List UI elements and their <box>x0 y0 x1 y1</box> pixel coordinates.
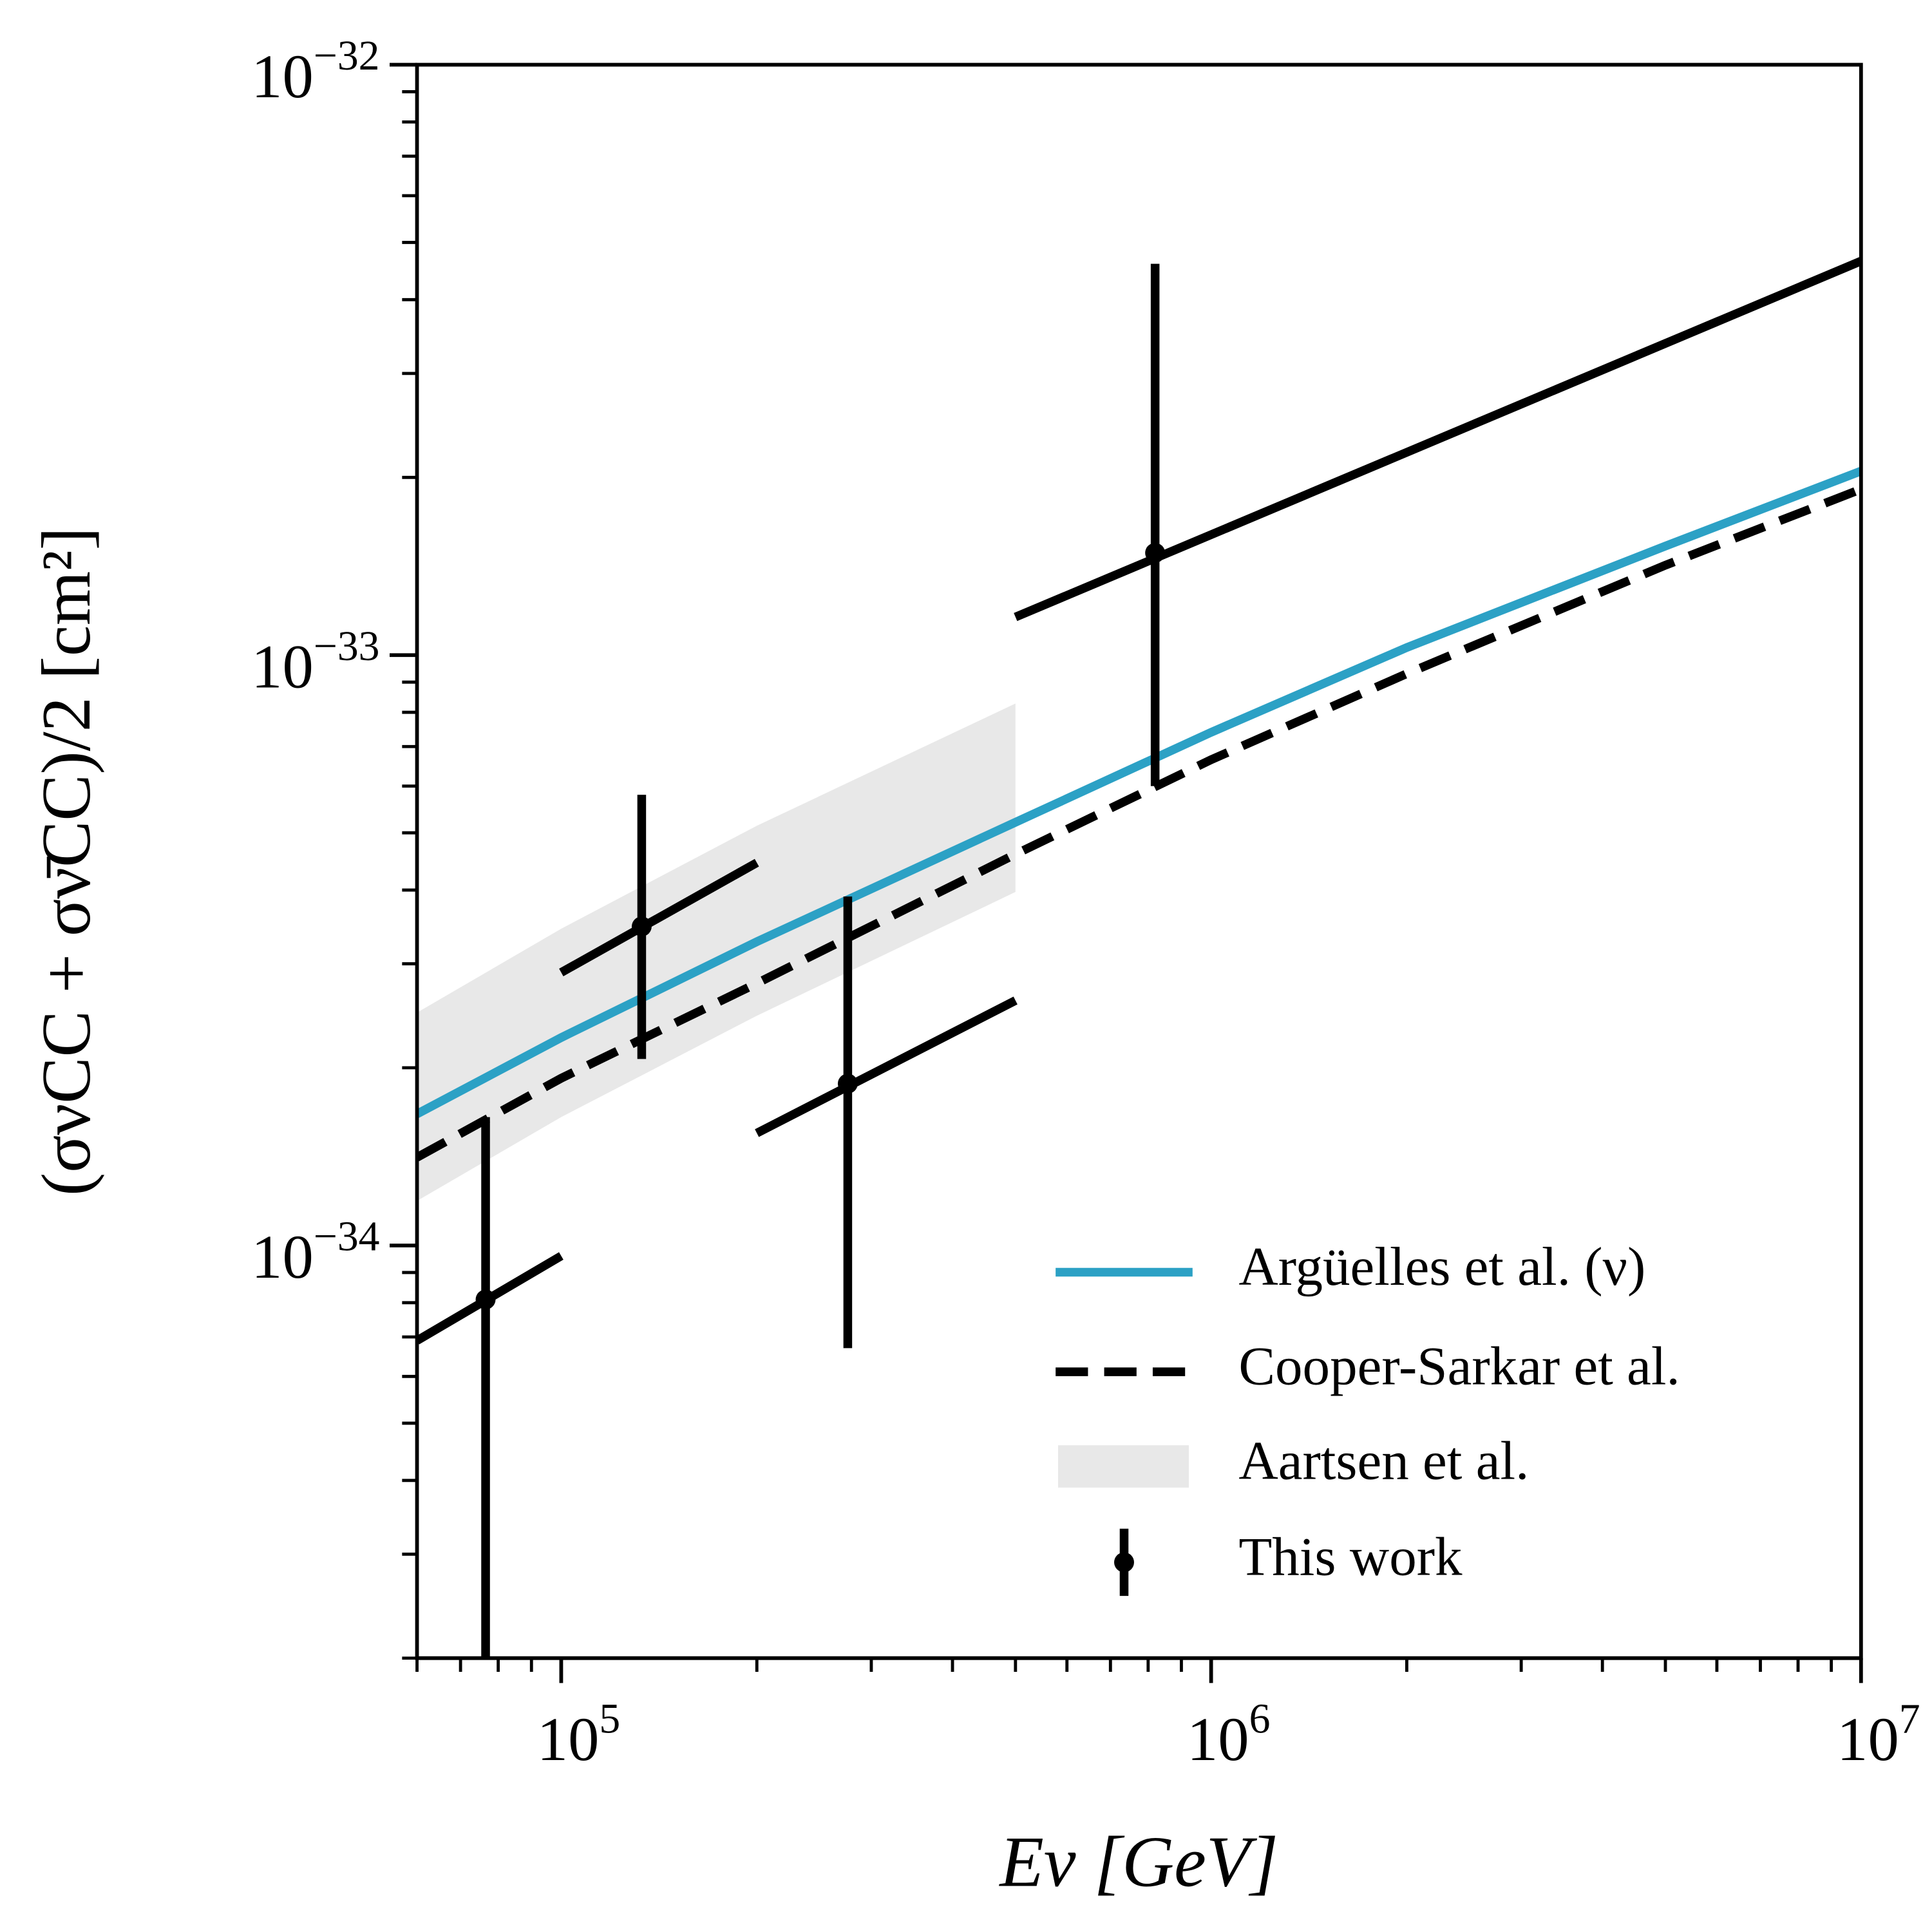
data-point <box>1145 543 1166 563</box>
data-point <box>475 1289 496 1310</box>
x-axis-label: Eν [GeV] <box>998 1822 1278 1902</box>
bin-segment <box>755 996 1018 1137</box>
axes-frame <box>415 62 1863 1660</box>
y-tick-label: 10−33 <box>251 623 379 701</box>
y-tick-label: 10−34 <box>251 1213 379 1292</box>
series-line <box>417 485 1861 1162</box>
y-tick-label: 10−32 <box>251 32 379 111</box>
bin-segment <box>559 858 759 976</box>
legend-label: This work <box>1238 1526 1463 1587</box>
plot-area <box>417 257 1861 1658</box>
series-line <box>417 467 1861 1118</box>
legend-point <box>1114 1552 1134 1573</box>
data-point <box>631 916 652 937</box>
legend-label: Aartsen et al. <box>1238 1431 1529 1492</box>
x-tick-label: 107 <box>1837 1696 1920 1774</box>
legend-swatch <box>1058 1445 1189 1488</box>
legend-label: Cooper-Sarkar et al. <box>1238 1336 1680 1397</box>
legend-label: Argüelles et al. (ν) <box>1238 1236 1645 1297</box>
data-point <box>837 1074 858 1094</box>
y-axis-label: (σνCC + σν̄CC)/2 [cm²] <box>28 527 105 1196</box>
x-tick-label: 106 <box>1187 1696 1270 1774</box>
x-tick-label: 105 <box>537 1696 620 1774</box>
